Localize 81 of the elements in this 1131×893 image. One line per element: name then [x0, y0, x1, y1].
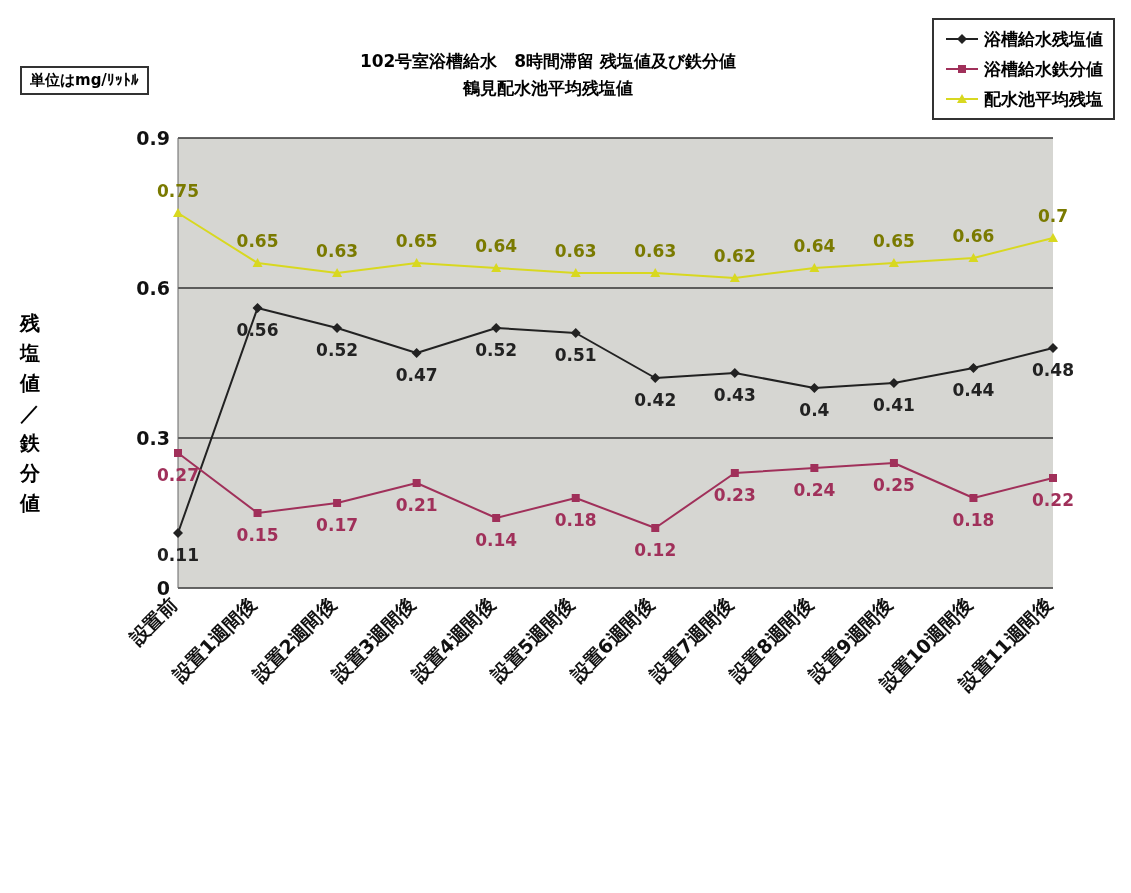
point: [491, 263, 502, 272]
data-label: 0.64: [475, 236, 518, 256]
data-label: 0.14: [475, 530, 518, 551]
point: [412, 479, 421, 487]
data-label: 0.4: [799, 400, 830, 421]
point: [173, 528, 183, 538]
chart-subtitle: 鶴見配水池平均残塩値: [461, 77, 634, 100]
point: [492, 514, 501, 522]
data-label: 0.21: [395, 495, 438, 516]
data-label: 0.63: [316, 241, 359, 261]
point: [411, 348, 422, 358]
data-label: 0.62: [713, 246, 756, 266]
point: [650, 373, 661, 383]
y-axis-title: 残塩値／鉄分値: [18, 310, 41, 517]
data-label: 0.11: [157, 545, 199, 566]
data-label: 0.65: [236, 231, 279, 251]
data-label: 0.25: [872, 475, 915, 496]
data-label: 0.42: [634, 390, 677, 411]
point: [730, 469, 739, 477]
data-label: 0.63: [634, 241, 677, 261]
data-label: 0.48: [1032, 360, 1074, 381]
data-label: 0.65: [395, 231, 438, 251]
data-label: 0.75: [157, 181, 199, 201]
data-label: 0.44: [952, 380, 995, 401]
point: [253, 509, 262, 517]
point: [491, 323, 502, 333]
data-label: 0.63: [554, 241, 597, 261]
data-label: 0.41: [872, 395, 915, 416]
point: [571, 494, 580, 502]
point: [809, 263, 820, 272]
point: [729, 368, 740, 378]
point: [650, 268, 661, 277]
point: [729, 273, 740, 282]
y-tick-label: 0.9: [136, 126, 170, 149]
data-label: 0.23: [713, 485, 756, 506]
point: [411, 258, 422, 267]
data-label: 0.18: [952, 510, 995, 531]
point: [1049, 474, 1057, 482]
point: [333, 499, 342, 507]
data-label: 0.52: [475, 340, 518, 361]
data-label: 0.47: [395, 365, 438, 386]
data-label: 0.15: [236, 525, 279, 546]
data-label: 0.24: [793, 480, 836, 501]
data-label: 0.27: [157, 465, 199, 486]
point: [252, 303, 263, 313]
point: [570, 328, 581, 338]
chart-title: 102号室浴槽給水 8時間滞留 残塩値及び鉄分値: [358, 50, 738, 73]
point: [332, 323, 343, 333]
point: [809, 383, 820, 393]
point: [888, 258, 899, 267]
data-label: 0.22: [1032, 490, 1074, 511]
point: [651, 524, 660, 532]
data-label: 0.64: [793, 236, 836, 256]
point: [968, 363, 979, 373]
point: [173, 208, 183, 217]
data-label: 0.12: [634, 540, 677, 561]
legend-label: 浴槽給水鉄分値: [984, 58, 1103, 81]
point: [1048, 233, 1058, 242]
y-tick-label: 0.3: [136, 426, 170, 449]
data-label: 0.65: [872, 231, 915, 251]
text: 単位はmg/ﾘｯﾄﾙ: [20, 66, 149, 95]
point: [252, 258, 263, 267]
point: [1048, 343, 1058, 353]
point: [810, 464, 819, 472]
data-label: 0.43: [713, 385, 756, 406]
point: [570, 268, 581, 277]
y-tick-label: 0.6: [136, 276, 170, 299]
legend-label: 配水池平均残塩: [984, 88, 1103, 111]
data-label: 0.7: [1037, 206, 1069, 226]
point: [174, 449, 182, 457]
point: [332, 268, 343, 277]
data-label: 0.51: [554, 345, 597, 366]
data-label: 0.18: [554, 510, 597, 531]
point: [888, 378, 899, 388]
legend-label: 浴槽給水残塩値: [984, 28, 1103, 51]
point: [889, 459, 898, 467]
point: [968, 253, 979, 262]
data-label: 0.66: [952, 226, 995, 246]
data-label: 0.17: [316, 515, 359, 536]
point: [969, 494, 978, 502]
data-label: 0.52: [316, 340, 359, 361]
